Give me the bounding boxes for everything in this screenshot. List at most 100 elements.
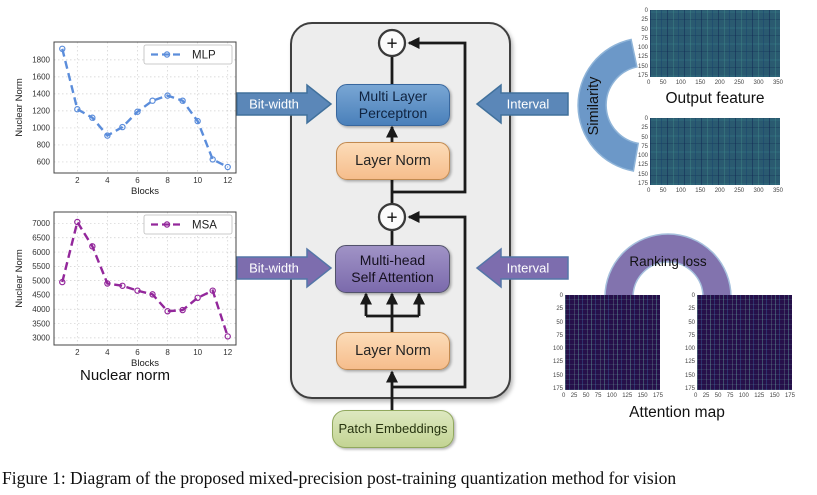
output-feature-heatmap-bottom: 0 25 50 75 100 125 150 175 0 50 100 150 200 250 300 35… bbox=[638, 116, 783, 194]
tick-label: 175 bbox=[684, 385, 695, 392]
svg-text:8: 8 bbox=[165, 176, 170, 185]
svg-text:6500: 6500 bbox=[32, 234, 50, 243]
tick-label: 150 bbox=[695, 80, 706, 86]
svg-text:1600: 1600 bbox=[32, 73, 50, 82]
tick-label: 100 bbox=[552, 346, 563, 353]
tick-label: 0 bbox=[647, 80, 651, 86]
bitwidth-bottom-label: Bit-width bbox=[249, 261, 299, 276]
heatmap-yticks: 0 25 50 75 100 125 150 175 bbox=[635, 8, 648, 79]
svg-text:MLP: MLP bbox=[192, 50, 216, 62]
msa-block: Multi-head Self Attention bbox=[335, 245, 450, 293]
svg-text:2: 2 bbox=[75, 176, 80, 185]
tick-label: 175 bbox=[784, 393, 795, 399]
interval-bottom-label: Interval bbox=[507, 261, 550, 276]
tick-label: 175 bbox=[552, 385, 563, 392]
bitwidth-top-label: Bit-width bbox=[249, 97, 299, 112]
tick-label: 125 bbox=[637, 54, 648, 61]
mlp-block: Multi Layer Perceptron bbox=[336, 84, 450, 126]
tick-label: 25 bbox=[641, 125, 648, 132]
attention-map-heatmap-left: 0 25 50 75 100 125 150 175 0 25 50 75 100 125 150 175 bbox=[553, 293, 663, 399]
svg-text:12: 12 bbox=[223, 176, 232, 185]
msa-nuclear-norm-chart: 3000 3500 4000 4500 5000 5500 6000 6500 7000 2 4 6 8… bbox=[8, 200, 244, 377]
heatmap-xticks: 0 50 100 150 200 250 300 350 bbox=[647, 188, 783, 194]
tick-label: 0 bbox=[691, 293, 695, 299]
figure-caption: Figure 1: Diagram of the proposed mixed-… bbox=[2, 468, 677, 488]
svg-text:1200: 1200 bbox=[32, 107, 50, 116]
tick-label: 175 bbox=[637, 72, 648, 79]
tick-label: 125 bbox=[684, 359, 695, 366]
tick-label: 75 bbox=[556, 332, 563, 339]
svg-text:5500: 5500 bbox=[32, 262, 50, 271]
attention-map-heatmap-right: 0 25 50 75 100 125 150 175 0 25 50 75 100 125 150 175 bbox=[685, 293, 795, 399]
tick-label: 75 bbox=[726, 393, 734, 399]
svg-text:4500: 4500 bbox=[32, 291, 50, 300]
heatmap-image bbox=[650, 10, 780, 77]
similarity-arc: Similarity bbox=[577, 38, 640, 172]
tick-label: 50 bbox=[659, 80, 667, 86]
tick-label: 200 bbox=[714, 80, 725, 86]
tick-label: 25 bbox=[570, 393, 578, 399]
heatmap-xticks: 0 25 50 75 100 125 150 175 bbox=[562, 393, 663, 399]
svg-text:MSA: MSA bbox=[192, 220, 217, 232]
svg-text:1800: 1800 bbox=[32, 56, 50, 65]
svg-text:2: 2 bbox=[75, 348, 80, 357]
heatmap-xticks: 0 25 50 75 100 125 150 175 bbox=[694, 393, 795, 399]
svg-text:1000: 1000 bbox=[32, 124, 50, 133]
tick-label: 125 bbox=[637, 162, 648, 169]
tick-label: 50 bbox=[641, 134, 648, 141]
tick-label: 50 bbox=[688, 319, 695, 326]
tick-label: 50 bbox=[556, 319, 563, 326]
svg-text:7000: 7000 bbox=[32, 219, 50, 228]
line-chart-svg: 600 800 1000 1200 1400 1600 1800 2 4 6 8 10 12 MLP Blo… bbox=[14, 41, 237, 197]
plus-icon: + bbox=[386, 34, 397, 55]
tick-label: 100 bbox=[675, 188, 686, 194]
tick-label: 100 bbox=[637, 153, 648, 160]
tick-label: 50 bbox=[582, 393, 590, 399]
svg-text:Blocks: Blocks bbox=[131, 358, 159, 369]
svg-text:3500: 3500 bbox=[32, 319, 50, 328]
attention-map-label: Attention map bbox=[629, 404, 725, 421]
patch-embeddings-block: Patch Embeddings bbox=[332, 410, 454, 448]
svg-text:600: 600 bbox=[37, 158, 51, 167]
tick-label: 0 bbox=[694, 393, 698, 399]
svg-text:4: 4 bbox=[105, 348, 110, 357]
mlp-nuclear-norm-chart: 600 800 1000 1200 1400 1600 1800 2 4 6 8 10 12 MLP Blo… bbox=[8, 16, 244, 205]
tick-label: 125 bbox=[754, 393, 765, 399]
svg-text:8: 8 bbox=[165, 348, 170, 357]
tick-label: 150 bbox=[769, 393, 780, 399]
tick-label: 25 bbox=[641, 17, 648, 24]
svg-text:Blocks: Blocks bbox=[131, 186, 159, 197]
tick-label: 100 bbox=[675, 80, 686, 86]
tick-label: 100 bbox=[738, 393, 749, 399]
tick-label: 125 bbox=[552, 359, 563, 366]
tick-label: 75 bbox=[641, 143, 648, 150]
tick-label: 200 bbox=[714, 188, 725, 194]
tick-label: 100 bbox=[637, 45, 648, 52]
tick-label: 25 bbox=[688, 306, 695, 313]
output-feature-label: Output feature bbox=[665, 90, 765, 107]
svg-text:Nuclear Norm: Nuclear Norm bbox=[14, 78, 25, 137]
tick-label: 0 bbox=[559, 293, 563, 299]
bitwidth-arrow-top: Bit-width bbox=[236, 83, 333, 125]
svg-text:10: 10 bbox=[193, 348, 202, 357]
layer-norm-bottom-block: Layer Norm bbox=[336, 332, 450, 370]
tick-label: 25 bbox=[556, 306, 563, 313]
interval-arrow-bottom: Interval bbox=[475, 247, 569, 289]
svg-text:4000: 4000 bbox=[32, 305, 50, 314]
tick-label: 150 bbox=[552, 372, 563, 379]
line-chart-svg: 3000 3500 4000 4500 5000 5500 6000 6500 7000 2 4 6 8… bbox=[14, 211, 237, 369]
bitwidth-arrow-bottom: Bit-width bbox=[236, 247, 333, 289]
svg-text:1400: 1400 bbox=[32, 90, 50, 99]
output-feature-heatmap-top: 0 25 50 75 100 125 150 175 0 50 100 150 200 250 300 35… bbox=[638, 8, 783, 86]
heatmap-yticks: 0 25 50 75 100 125 150 175 bbox=[682, 293, 695, 392]
residual-add-bottom-circle bbox=[377, 202, 407, 232]
svg-text:Nuclear Norm: Nuclear Norm bbox=[14, 249, 25, 308]
skip-connection-top bbox=[392, 37, 467, 194]
heatmap-yticks: 0 25 50 75 100 125 150 175 bbox=[635, 116, 648, 187]
residual-add-top-circle bbox=[377, 28, 407, 58]
skip-connection-bottom bbox=[392, 211, 467, 389]
tick-label: 250 bbox=[734, 188, 745, 194]
tick-label: 150 bbox=[637, 63, 648, 70]
